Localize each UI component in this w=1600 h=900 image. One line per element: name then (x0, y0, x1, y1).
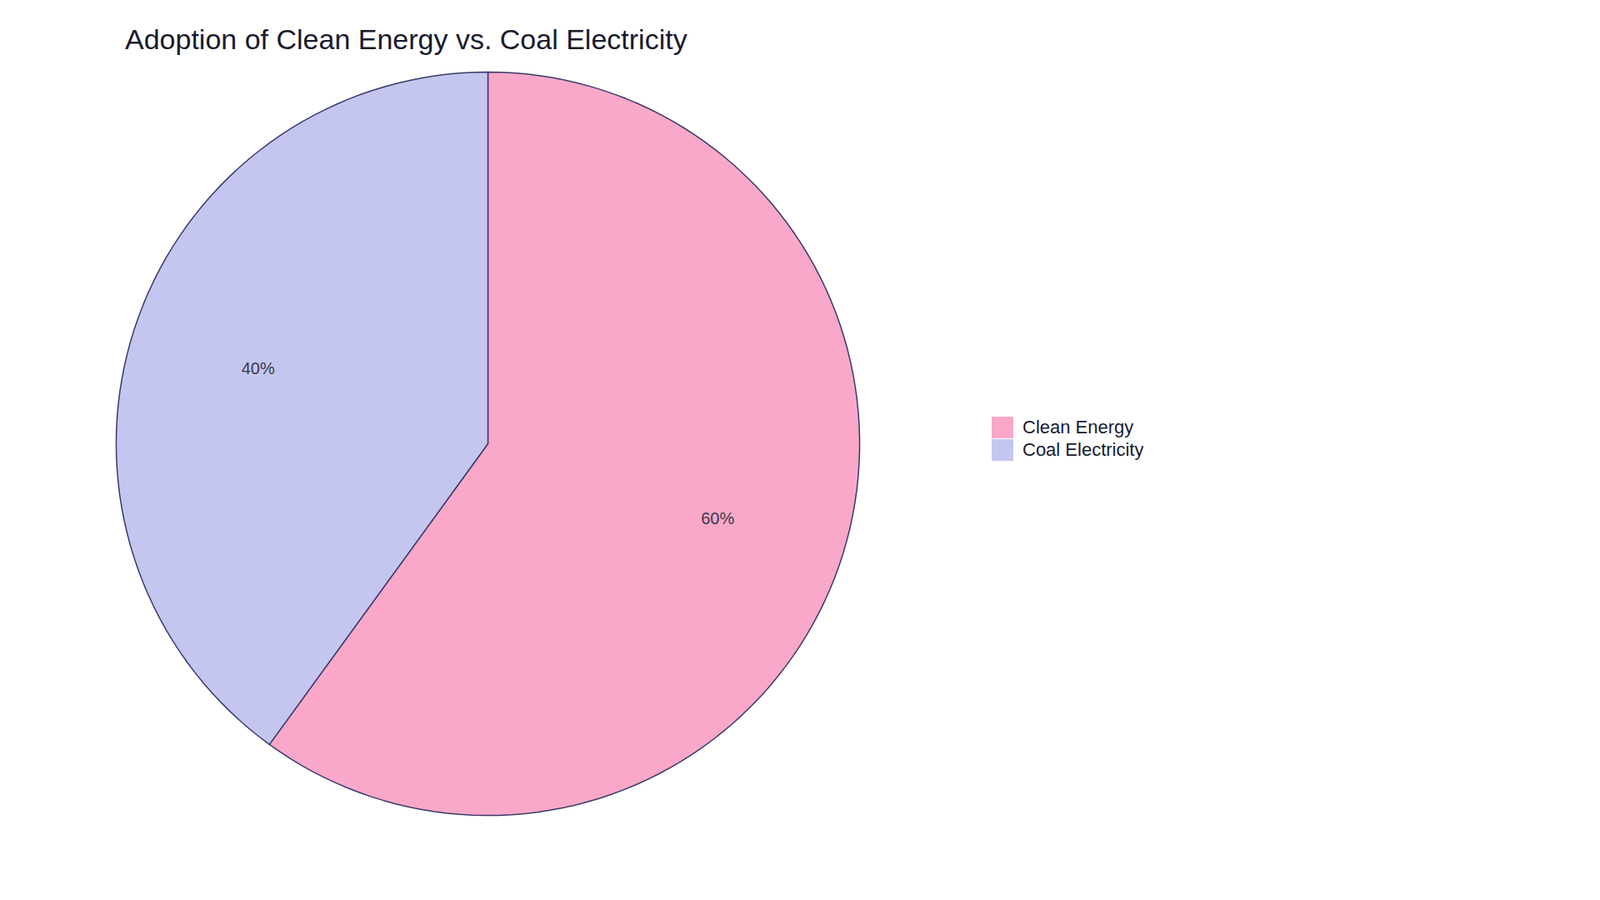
html-text:Coal Electricity: Coal Electricity (1022, 438, 1144, 460)
html-text:Adoption of Clean Energy vs. C: Adoption of Clean Energy vs. Coal Electr… (125, 23, 688, 55)
svg-text:40%: 40% (241, 359, 275, 378)
svg-text:60%: 60% (700, 508, 735, 527)
html-text:Clean Energy: Clean Energy (1022, 416, 1134, 438)
